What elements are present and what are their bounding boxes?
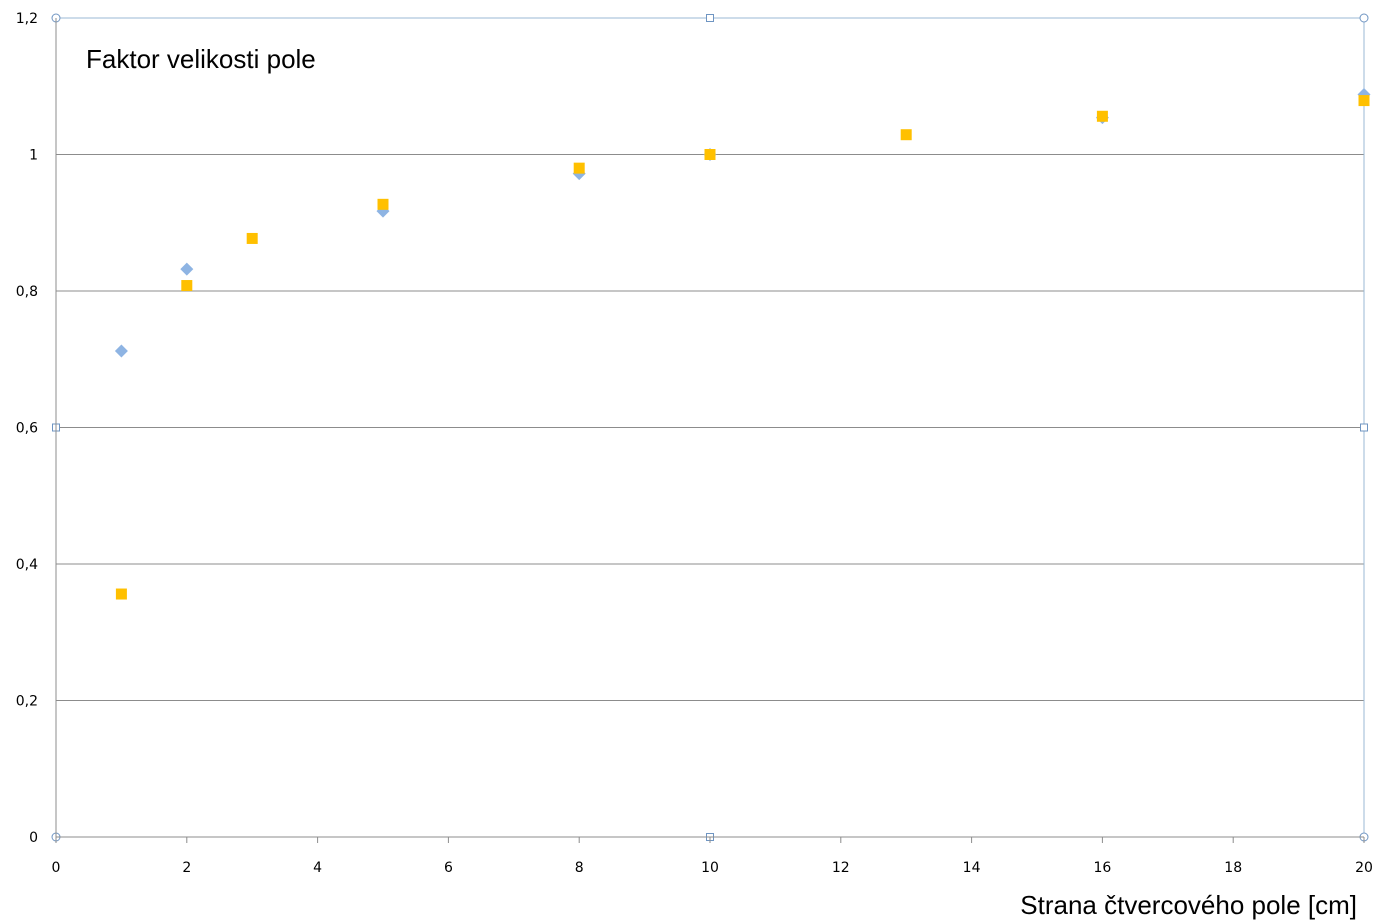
series-1 bbox=[114, 87, 1371, 358]
y-tick-label: 0 bbox=[29, 830, 38, 846]
x-tick-label: 16 bbox=[1093, 860, 1111, 876]
data-point-square[interactable] bbox=[900, 129, 912, 141]
data-point-square[interactable] bbox=[704, 149, 716, 160]
data-point-square[interactable] bbox=[181, 280, 193, 292]
y-tick-label: 1 bbox=[29, 148, 38, 164]
side-resize-handle[interactable] bbox=[1360, 423, 1368, 432]
y-tick-label: 0,4 bbox=[16, 557, 38, 573]
data-point-diamond[interactable] bbox=[180, 262, 194, 276]
x-tick-label: 20 bbox=[1355, 860, 1373, 876]
data-point-diamond[interactable] bbox=[114, 344, 128, 358]
x-tick-label: 0 bbox=[52, 860, 61, 876]
y-tick-label: 0,2 bbox=[16, 694, 38, 710]
x-tick-label: 12 bbox=[832, 860, 850, 876]
y-tick-label: 0,6 bbox=[16, 421, 38, 437]
data-point-square[interactable] bbox=[1096, 110, 1108, 122]
data-point-square[interactable] bbox=[1358, 95, 1370, 107]
series-2 bbox=[115, 95, 1370, 600]
x-tick-label: 18 bbox=[1224, 860, 1242, 876]
x-tick-label: 6 bbox=[444, 860, 453, 876]
data-point-square[interactable] bbox=[115, 588, 127, 600]
x-tick-label: 2 bbox=[182, 860, 191, 876]
x-tick-label: 14 bbox=[963, 860, 981, 876]
y-tick-label: 0,8 bbox=[16, 284, 38, 300]
x-tick-label: 10 bbox=[701, 860, 719, 876]
corner-resize-handle[interactable] bbox=[1359, 13, 1369, 23]
data-point-square[interactable] bbox=[246, 232, 258, 244]
x-tick-label: 8 bbox=[575, 860, 584, 876]
data-series bbox=[114, 87, 1371, 600]
x-tick-label: 4 bbox=[313, 860, 322, 876]
data-point-square[interactable] bbox=[573, 162, 585, 174]
chart-title: Faktor velikosti pole bbox=[86, 44, 316, 74]
tick-labels: 0 0,2 0,4 0,6 0,8 1 1,2 0 2 4 6 8 10 12 14 16 18 20 bbox=[16, 11, 1373, 876]
data-point-square[interactable] bbox=[377, 198, 389, 210]
side-resize-handle[interactable] bbox=[706, 14, 714, 22]
axes bbox=[55, 18, 1365, 843]
x-axis-title: Strana čtvercového pole [cm] bbox=[1020, 890, 1357, 920]
y-tick-label: 1,2 bbox=[16, 11, 38, 27]
